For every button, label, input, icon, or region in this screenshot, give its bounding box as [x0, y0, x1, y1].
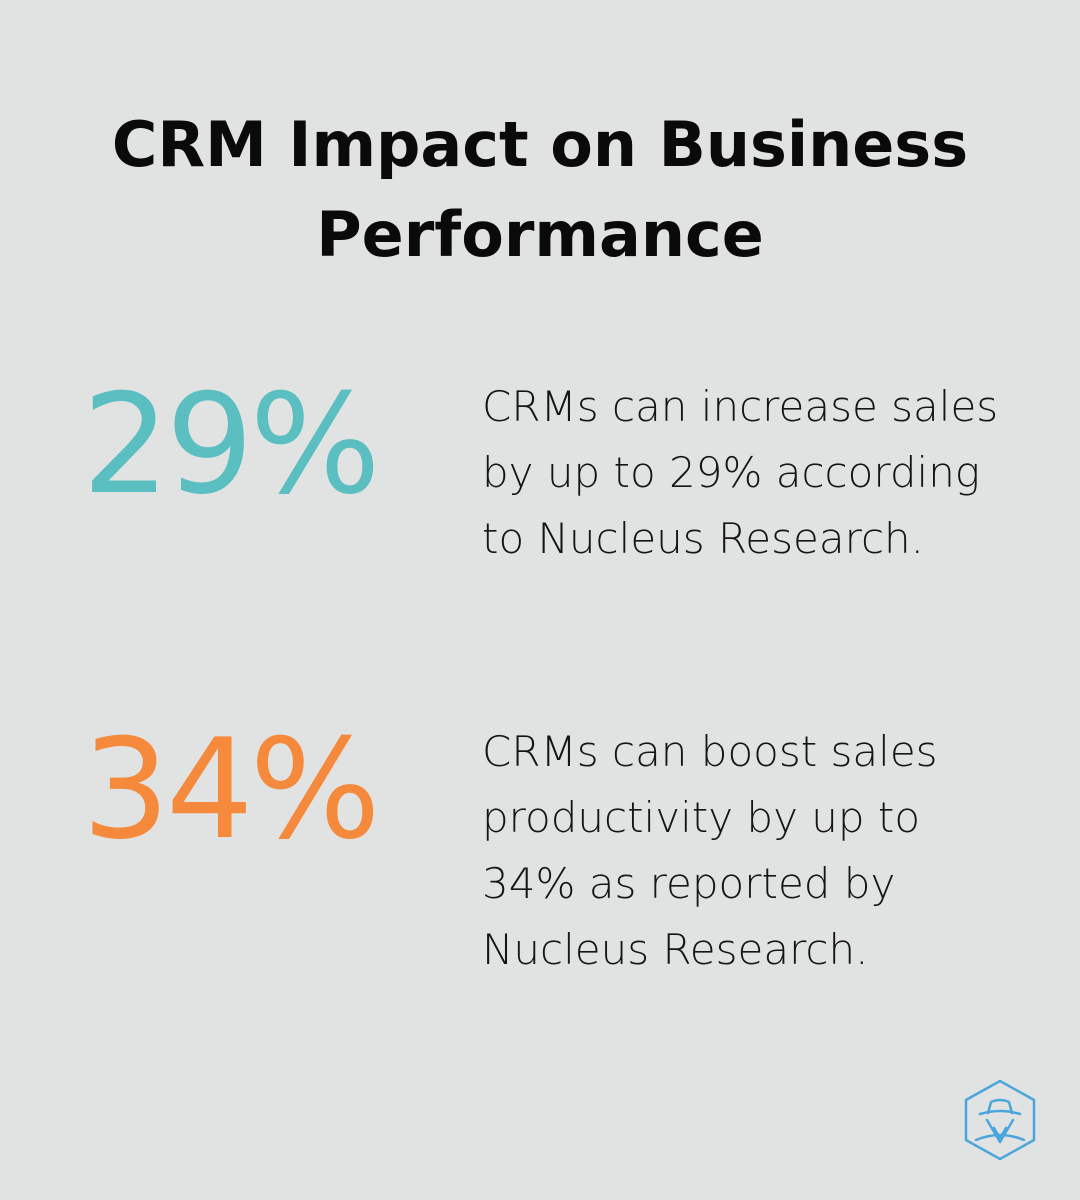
stat-block-sales-increase: 29% CRMs can increase sales by up to 29%…	[0, 360, 1080, 660]
stat-description: CRMs can increase sales by up to 29% acc…	[482, 382, 999, 563]
stat-block-productivity-boost: 34% CRMs can boost sales productivity by…	[0, 705, 1080, 1005]
stat-description: CRMs can boost sales productivity by up …	[482, 727, 938, 974]
spy-hat-hexagon-icon	[964, 1079, 1036, 1161]
stat-value: 34%	[82, 709, 381, 870]
stat-value: 29%	[82, 364, 381, 525]
brand-logo	[962, 1078, 1038, 1162]
page-title: CRM Impact on Business Performance	[111, 108, 969, 271]
